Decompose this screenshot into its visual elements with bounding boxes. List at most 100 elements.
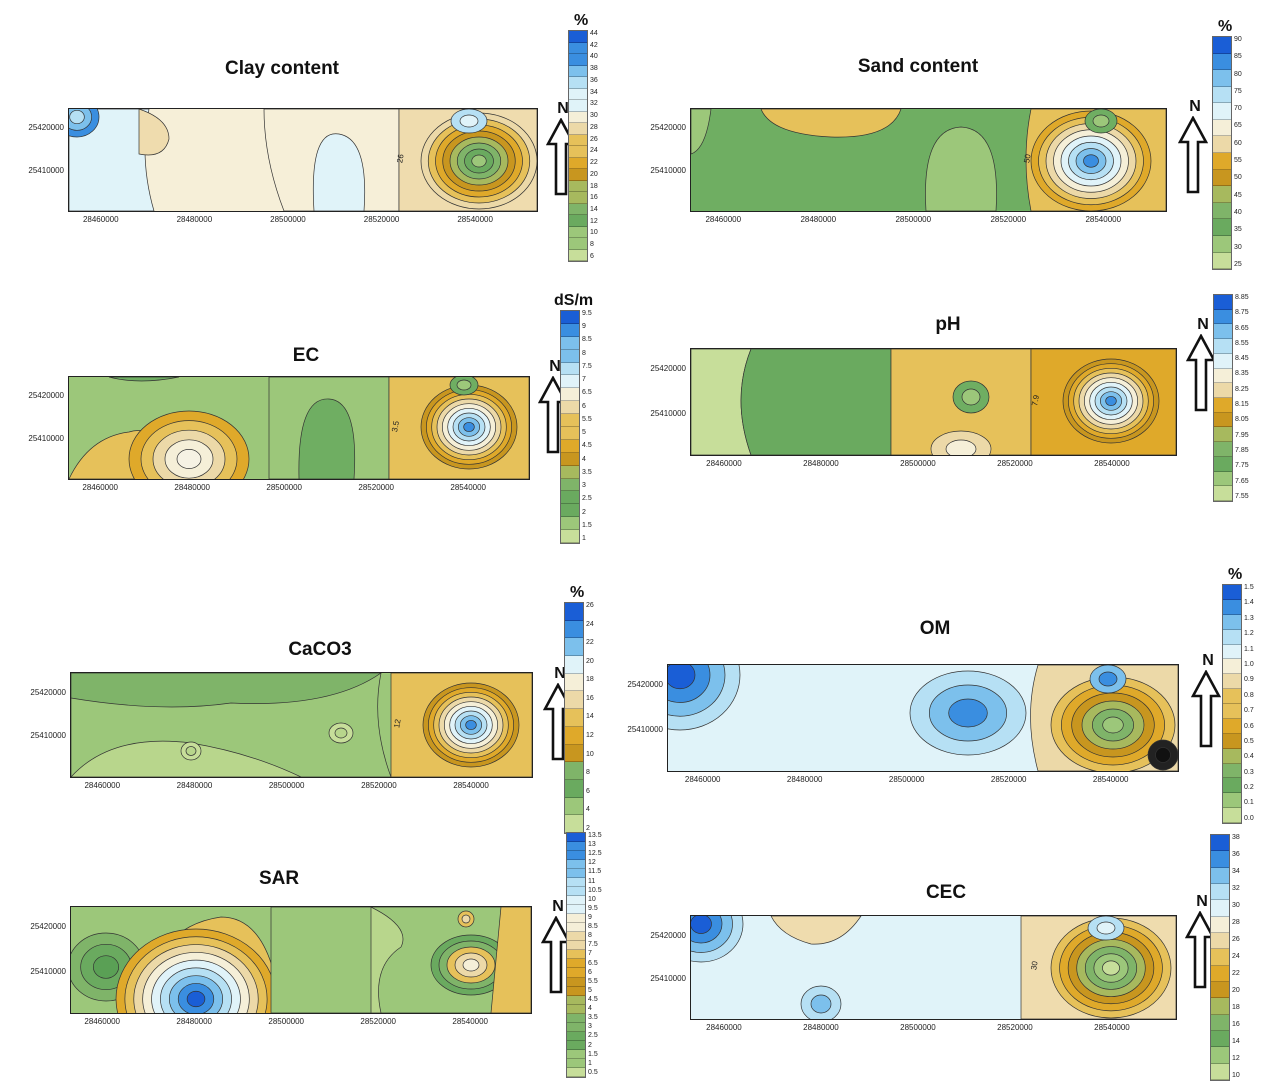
- x-tick-label: 28460000: [84, 1017, 120, 1026]
- color-scale-swatch: [569, 123, 587, 135]
- color-scale-swatch: [1223, 674, 1241, 690]
- contour-map: [70, 672, 533, 778]
- north-label: N: [552, 898, 564, 915]
- x-tick-label: 28500000: [270, 215, 306, 224]
- color-scale-swatch: [565, 638, 583, 657]
- x-tick-label: 28540000: [1092, 775, 1129, 784]
- color-scale-tick: 8.25: [1235, 385, 1249, 393]
- color-scale-swatch: [567, 833, 585, 843]
- legend-unit: %: [570, 584, 585, 601]
- color-scale-tick: 35: [1234, 226, 1242, 234]
- color-scale-tick: 1: [588, 1059, 592, 1067]
- contour-value-label: 30: [1028, 960, 1040, 972]
- x-tick-label: 28460000: [706, 1023, 742, 1032]
- x-tick-label: 28480000: [800, 215, 837, 224]
- color-scale-tick: 12: [586, 732, 594, 740]
- y-tick-label: 25410000: [650, 973, 686, 983]
- color-scale-swatch: [569, 54, 587, 66]
- color-scale-tick: 22: [590, 159, 598, 167]
- y-tick-label: 25410000: [650, 408, 686, 418]
- color-scale-swatch: [569, 157, 587, 169]
- x-tick-label: 28480000: [176, 215, 213, 224]
- color-scale-swatch: [1214, 412, 1232, 428]
- color-scale-tick: 24: [1232, 953, 1240, 960]
- north-arrow-icon: N: [1185, 316, 1220, 417]
- color-scale-tick: 1.5: [588, 1050, 598, 1058]
- color-scale-tick: 40: [1234, 208, 1242, 216]
- color-scale-tick: 6: [582, 402, 586, 410]
- x-tick-label: 28540000: [453, 781, 489, 790]
- color-scale-swatch: [1214, 339, 1232, 354]
- color-scale-tick: 20: [586, 657, 594, 665]
- color-scale-tick: 7.5: [582, 362, 592, 370]
- color-scale-tick: 22: [586, 639, 594, 647]
- color-scale-swatch: [1213, 153, 1231, 170]
- color-scale-swatch: [567, 995, 585, 1005]
- color-scale-bar: [1222, 584, 1242, 824]
- color-scale-tick: 12: [590, 217, 598, 225]
- color-scale-swatch: [1223, 599, 1241, 615]
- contour-value-label: 26: [394, 153, 406, 164]
- color-scale-tick: 10: [1232, 1072, 1240, 1079]
- color-scale-tick: 7.85: [1235, 446, 1249, 454]
- color-scale-swatch: [567, 923, 585, 933]
- color-scale-swatch: [1211, 998, 1229, 1015]
- color-scale-swatch: [569, 203, 587, 215]
- up-arrow-icon: [1185, 333, 1217, 412]
- x-tick-label: 28540000: [1094, 459, 1130, 468]
- color-scale-tick: 30: [1234, 243, 1242, 251]
- color-scale-tick: 1.0: [1244, 660, 1254, 668]
- legend-unit: %: [574, 12, 589, 29]
- color-scale-swatch: [1223, 644, 1241, 660]
- color-scale-swatch: [1213, 136, 1231, 154]
- color-scale-tick: 3: [588, 1023, 592, 1031]
- x-tick-label: 28520000: [361, 781, 397, 790]
- x-tick-label: 28460000: [706, 459, 742, 468]
- contour-map-graphic: [71, 907, 531, 1013]
- color-scale-tick: 55: [1234, 157, 1242, 165]
- color-scale-tick: 38: [1232, 834, 1240, 841]
- x-tick-label: 28460000: [84, 781, 121, 790]
- color-scale-swatch: [1223, 808, 1241, 823]
- color-scale-bar: [566, 832, 586, 1078]
- color-scale-tick: 65: [1234, 122, 1242, 130]
- color-scale-tick: 12: [1232, 1055, 1240, 1062]
- x-tick-label: 28520000: [990, 775, 1027, 784]
- color-scale-tick: 24: [586, 620, 594, 628]
- color-scale-tick: 4: [588, 1005, 592, 1013]
- color-scale-swatch: [561, 491, 579, 505]
- contour-value-label: 12: [391, 718, 403, 729]
- color-scale-swatch: [1211, 932, 1229, 950]
- color-scale-swatch: [1211, 1063, 1229, 1080]
- color-scale-tick: 11.5: [588, 868, 602, 876]
- color-scale-tick: 3.5: [588, 1014, 598, 1022]
- color-scale-tick: 8: [586, 769, 590, 777]
- color-scale-tick: 13.5: [588, 832, 602, 839]
- color-scale-swatch: [561, 401, 579, 415]
- contour-value-label: 7.9: [1029, 393, 1041, 407]
- x-tick-label: 28500000: [888, 775, 925, 784]
- color-scale-swatch: [1211, 851, 1229, 868]
- color-scale-swatch: [569, 134, 587, 146]
- color-scale-tick: 8.05: [1235, 416, 1249, 424]
- y-tick-label: 25420000: [28, 123, 64, 133]
- color-scale-tick: 80: [1234, 70, 1242, 78]
- color-scale-tick: 10.5: [588, 886, 602, 894]
- color-scale-tick: 38: [590, 65, 598, 73]
- north-label: N: [557, 100, 569, 117]
- color-scale-tick: 26: [590, 135, 598, 143]
- panel-title: CEC: [925, 882, 967, 903]
- contour-map: [690, 108, 1167, 212]
- color-scale-swatch: [569, 77, 587, 89]
- x-tick-label: 28480000: [786, 775, 823, 784]
- color-scale-swatch: [565, 815, 583, 833]
- color-scale-tick: 14: [586, 713, 594, 721]
- y-tick-label: 25410000: [627, 724, 663, 734]
- color-scale-swatch: [569, 180, 587, 192]
- color-scale-tick: 2: [586, 824, 590, 832]
- color-scale-tick: 26: [1232, 936, 1240, 943]
- color-scale-tick: 14: [590, 206, 598, 214]
- color-scale-tick: 32: [590, 100, 598, 108]
- color-scale-swatch: [1213, 219, 1231, 236]
- color-scale-swatch: [565, 797, 583, 816]
